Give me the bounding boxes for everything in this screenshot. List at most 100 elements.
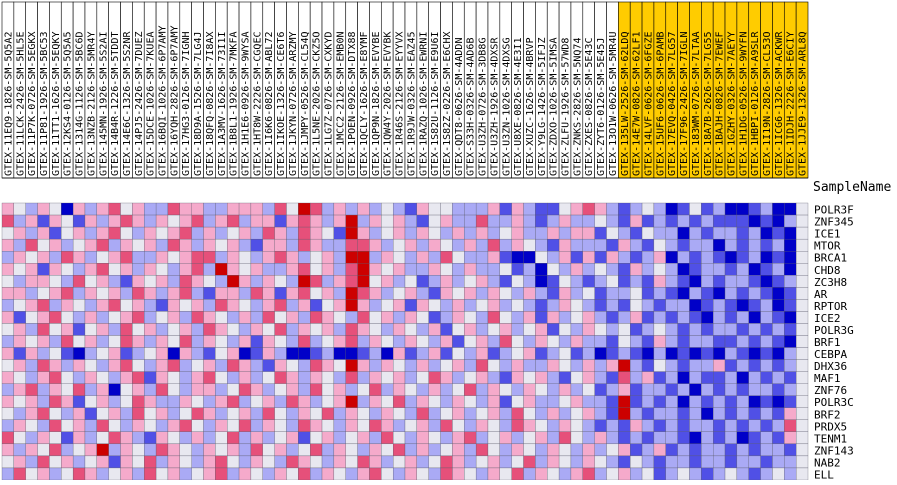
heatmap-cell	[511, 431, 524, 445]
heatmap-cell	[345, 226, 358, 240]
heatmap-cell	[701, 299, 714, 312]
heatmap-cell	[724, 359, 738, 372]
heatmap-cell	[191, 443, 204, 457]
heatmap-cell	[677, 275, 690, 288]
heatmap-cell	[262, 383, 275, 396]
heatmap-cell	[298, 226, 311, 240]
heatmap-cell	[155, 226, 169, 240]
heatmap-cell	[784, 371, 797, 384]
heatmap-cell	[286, 226, 299, 240]
heatmap-cell	[701, 226, 714, 240]
heatmap-cell	[404, 395, 418, 408]
heatmap-cell	[713, 226, 726, 240]
heatmap-cell	[701, 431, 714, 445]
heatmap-cell	[701, 359, 714, 372]
heatmap-cell	[155, 455, 169, 469]
heatmap-cell	[298, 455, 311, 469]
heatmap-cell	[724, 251, 738, 264]
heatmap-cell	[570, 214, 583, 228]
heatmap-cell	[37, 443, 50, 457]
heatmap-cell	[167, 275, 180, 288]
heatmap-cell	[286, 383, 299, 396]
heatmap-cell	[464, 323, 477, 336]
heatmap-cell	[357, 359, 370, 372]
heatmap-cell	[547, 383, 560, 396]
heatmap-cell	[464, 347, 477, 360]
heatmap-cell	[795, 335, 809, 348]
heatmap-cell	[570, 347, 583, 360]
heatmap-cell	[452, 226, 465, 240]
heatmap-cell	[499, 311, 512, 324]
heatmap-cell	[167, 311, 180, 324]
heatmap-cell	[167, 287, 180, 300]
gene-label-polr3f: POLR3F	[814, 204, 854, 217]
heatmap-cell	[487, 299, 500, 312]
heatmap-cell	[321, 275, 335, 288]
heatmap-cell	[108, 395, 121, 408]
heatmap-cell	[523, 238, 536, 252]
heatmap-cell	[203, 226, 216, 240]
heatmap-cell	[677, 383, 690, 396]
heatmap-cell	[606, 202, 619, 216]
heatmap-cell	[238, 467, 252, 481]
heatmap-cell	[760, 323, 773, 336]
heatmap-cell	[653, 455, 666, 469]
heatmap-cell	[594, 335, 607, 348]
heatmap-cell	[416, 323, 429, 336]
sample-label-gtex-14lvf-0626-sm-6fgze: GTEX-14LVF-0626-SM-6FGZE	[643, 32, 654, 177]
heatmap-cell	[404, 214, 418, 228]
heatmap-cell	[132, 431, 145, 445]
heatmap-cell	[179, 287, 192, 300]
heatmap-cell	[25, 383, 38, 396]
heatmap-cell	[689, 455, 702, 469]
heatmap-cell	[191, 287, 204, 300]
heatmap-cell	[404, 202, 418, 216]
heatmap-cell	[286, 299, 299, 312]
heatmap-cell	[1, 311, 15, 324]
heatmap-cell	[286, 323, 299, 336]
heatmap-cell	[274, 407, 287, 420]
heatmap-cell	[120, 383, 133, 396]
heatmap-cell	[653, 323, 666, 336]
heatmap-cell	[606, 431, 619, 445]
heatmap-cell	[547, 455, 560, 469]
sample-label-gtex-1i6k6-0826-sm-abl72: GTEX-1I6K6-0826-SM-ABL72	[264, 32, 275, 177]
heatmap-cell	[227, 443, 240, 457]
heatmap-cell	[499, 287, 512, 300]
heatmap-cell	[298, 263, 311, 276]
heatmap-cell	[452, 395, 465, 408]
heatmap-cell	[392, 275, 406, 288]
heatmap-cell	[475, 263, 489, 276]
heatmap-cell	[120, 299, 133, 312]
heatmap-cell	[582, 323, 595, 336]
heatmap-cell	[369, 467, 382, 481]
heatmap-cell	[132, 335, 145, 348]
heatmap-cell	[618, 395, 631, 408]
heatmap-cell	[13, 431, 26, 445]
heatmap-cell	[547, 263, 560, 276]
heatmap-cell	[84, 311, 97, 324]
heatmap-cell	[310, 202, 323, 216]
heatmap-cell	[606, 226, 619, 240]
heatmap-cell	[464, 407, 477, 420]
heatmap-cell	[677, 311, 690, 324]
heatmap-cell	[120, 419, 133, 432]
heatmap-cell	[155, 323, 169, 336]
heatmap-cell	[795, 226, 809, 240]
heatmap-cell	[108, 371, 121, 384]
heatmap-cell	[120, 238, 133, 252]
heatmap-cell	[511, 202, 524, 216]
heatmap-cell	[310, 443, 323, 457]
heatmap-cell	[25, 467, 38, 481]
heatmap-cell	[72, 431, 86, 445]
heatmap-cell	[203, 299, 216, 312]
heatmap-cell	[357, 347, 370, 360]
heatmap-cell	[701, 455, 714, 469]
heatmap-cell	[274, 323, 287, 336]
heatmap-cell	[428, 347, 441, 360]
heatmap-cell	[298, 287, 311, 300]
heatmap-cell	[144, 238, 157, 252]
heatmap-cell	[736, 226, 749, 240]
heatmap-cell	[132, 407, 145, 420]
heatmap-cell	[132, 443, 145, 457]
